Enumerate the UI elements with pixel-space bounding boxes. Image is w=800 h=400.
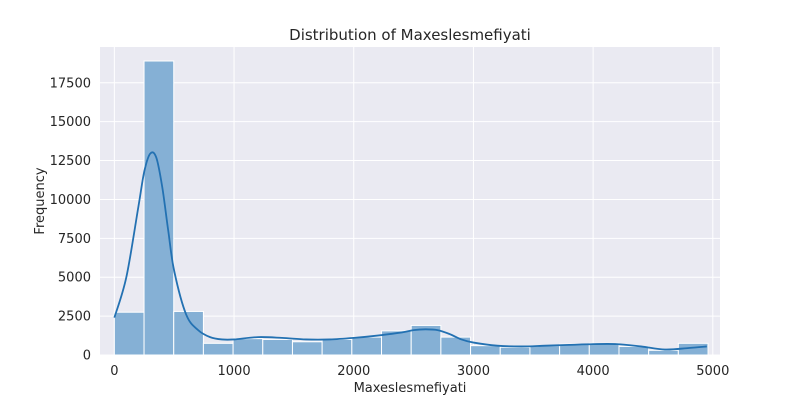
x-tick-label: 5000 [696,364,729,379]
histogram-bar [529,345,561,356]
x-tick-label: 1000 [218,364,251,379]
x-tick-label: 4000 [577,364,610,379]
x-tick-label: 2000 [337,364,370,379]
histogram-bar [351,336,383,356]
histogram-bar [321,338,353,356]
y-tick-label: 7500 [58,232,91,247]
grid-lines [100,47,720,356]
x-tick-labels: 0 1000 2000 3000 4000 5000 [110,364,729,379]
x-axis-label: Maxeslesmefiyati [354,381,467,396]
histogram-bar [588,342,620,356]
y-tick-label: 0 [83,349,91,364]
histogram-bar [262,338,293,356]
histogram-bar [499,346,531,356]
y-tick-label: 12500 [50,154,91,169]
histogram-bar [202,342,234,356]
x-tick-label: 3000 [457,364,490,379]
histogram-bars [113,60,709,356]
histogram-bar [232,338,264,356]
chart-title: Distribution of Maxeslesmefiyati [289,26,531,44]
histogram-bar [470,345,501,356]
y-tick-label: 10000 [50,193,91,208]
y-tick-labels: 0 2500 5000 7500 10000 12500 15000 17500 [50,76,91,363]
kde-curve [113,151,707,351]
y-tick-label: 15000 [50,115,91,130]
y-axis-label: Frequency [33,167,48,234]
histogram-bar [648,349,679,356]
y-tick-label: 2500 [58,310,91,325]
plot-area [100,47,720,355]
x-tick-label: 0 [110,364,118,379]
histogram-bar [143,60,175,356]
y-tick-label: 17500 [50,76,91,91]
y-tick-label: 5000 [58,271,91,286]
histogram-bar [113,311,145,356]
histogram-bar [440,336,472,356]
histogram-bar [291,341,323,356]
